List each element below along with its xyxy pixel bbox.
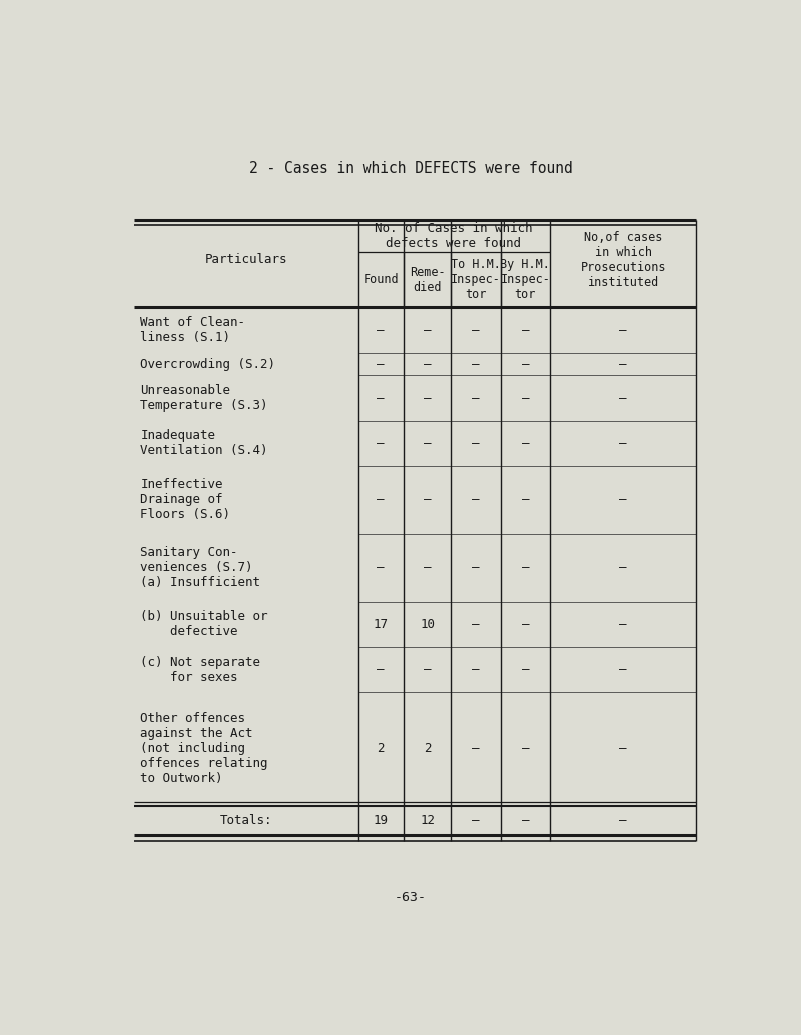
Text: Particulars: Particulars [205, 254, 288, 266]
Text: No. of Cases in which
defects were found: No. of Cases in which defects were found [375, 221, 533, 249]
Text: –: – [472, 618, 480, 631]
Text: –: – [521, 324, 529, 336]
Text: 2: 2 [424, 742, 431, 756]
Text: -63-: -63- [395, 891, 426, 904]
Text: –: – [521, 742, 529, 756]
Text: Totals:: Totals: [219, 814, 272, 827]
Text: 12: 12 [420, 814, 435, 827]
Text: –: – [424, 663, 431, 676]
Text: –: – [619, 814, 627, 827]
Text: By H.M.
Inspec-
tor: By H.M. Inspec- tor [501, 258, 550, 301]
Text: –: – [619, 437, 627, 450]
Text: –: – [377, 358, 384, 371]
Text: –: – [619, 494, 627, 506]
Text: –: – [521, 494, 529, 506]
Text: –: – [424, 391, 431, 405]
Text: (b) Unsuitable or
    defective: (b) Unsuitable or defective [140, 611, 268, 639]
Text: (c) Not separate
    for sexes: (c) Not separate for sexes [140, 656, 260, 684]
Text: –: – [424, 494, 431, 506]
Text: –: – [424, 324, 431, 336]
Text: 2 - Cases in which DEFECTS were found: 2 - Cases in which DEFECTS were found [248, 160, 573, 176]
Text: –: – [377, 391, 384, 405]
Text: –: – [377, 561, 384, 574]
Text: –: – [472, 561, 480, 574]
Text: –: – [472, 663, 480, 676]
Text: –: – [619, 324, 627, 336]
Text: –: – [472, 358, 480, 371]
Text: Other offences
against the Act
(not including
offences relating
to Outwork): Other offences against the Act (not incl… [140, 712, 268, 786]
Text: Reme-
died: Reme- died [410, 266, 445, 294]
Text: –: – [619, 618, 627, 631]
Text: 17: 17 [373, 618, 388, 631]
Text: –: – [521, 358, 529, 371]
Text: –: – [472, 814, 480, 827]
Text: –: – [472, 437, 480, 450]
Text: –: – [472, 742, 480, 756]
Text: Found: Found [363, 273, 399, 286]
Text: 10: 10 [420, 618, 435, 631]
Text: –: – [472, 494, 480, 506]
Text: –: – [377, 437, 384, 450]
Text: –: – [619, 561, 627, 574]
Text: Overcrowding (S.2): Overcrowding (S.2) [140, 358, 276, 371]
Text: –: – [521, 814, 529, 827]
Text: Ineffective
Drainage of
Floors (S.6): Ineffective Drainage of Floors (S.6) [140, 478, 231, 522]
Text: Sanitary Con-
veniences (S.7)
(a) Insufficient: Sanitary Con- veniences (S.7) (a) Insuff… [140, 546, 260, 589]
Text: Inadequate
Ventilation (S.4): Inadequate Ventilation (S.4) [140, 430, 268, 457]
Text: Want of Clean-
liness (S.1): Want of Clean- liness (S.1) [140, 316, 245, 345]
Text: 19: 19 [373, 814, 388, 827]
Text: –: – [377, 324, 384, 336]
Text: –: – [424, 437, 431, 450]
Text: To H.M.
Inspec-
tor: To H.M. Inspec- tor [451, 258, 501, 301]
Text: –: – [619, 391, 627, 405]
Text: –: – [521, 391, 529, 405]
Text: –: – [377, 494, 384, 506]
Text: –: – [424, 358, 431, 371]
Text: –: – [424, 561, 431, 574]
Text: –: – [521, 561, 529, 574]
Text: –: – [521, 663, 529, 676]
Text: Unreasonable
Temperature (S.3): Unreasonable Temperature (S.3) [140, 384, 268, 412]
Text: –: – [472, 391, 480, 405]
Text: –: – [619, 742, 627, 756]
Text: –: – [472, 324, 480, 336]
Text: –: – [377, 663, 384, 676]
Text: 2: 2 [377, 742, 384, 756]
Text: No,of cases
in which
Prosecutions
instituted: No,of cases in which Prosecutions instit… [581, 231, 666, 289]
Text: –: – [521, 437, 529, 450]
Text: –: – [619, 663, 627, 676]
Text: –: – [619, 358, 627, 371]
Text: –: – [521, 618, 529, 631]
